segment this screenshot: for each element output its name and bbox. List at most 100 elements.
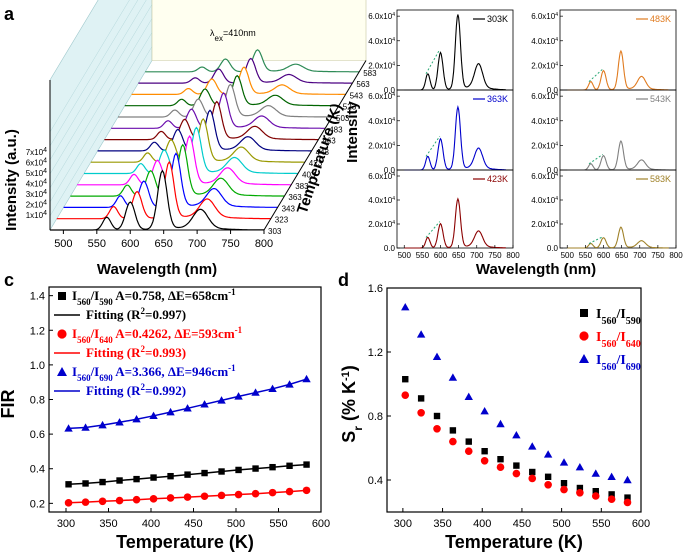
x-tick-label: 700 bbox=[188, 238, 206, 250]
data-point bbox=[218, 468, 225, 475]
x-tick-label: 300 bbox=[57, 518, 75, 530]
legend-sup: 2 bbox=[141, 344, 146, 354]
data-point bbox=[575, 463, 585, 471]
legend-series-label: I560/I590 A=0.758, ΔE=658cm-1 bbox=[72, 287, 236, 307]
peak-guide-dashed bbox=[588, 68, 604, 82]
data-point bbox=[166, 494, 175, 502]
data-point bbox=[251, 388, 260, 396]
legend-i: I bbox=[72, 288, 77, 303]
data-point bbox=[480, 457, 489, 465]
y-tick-exp: 4 bbox=[555, 220, 558, 226]
data-point bbox=[269, 463, 276, 471]
data-point bbox=[496, 419, 505, 428]
x-tick-label: 500 bbox=[398, 251, 412, 260]
x-tick-label: 650 bbox=[452, 251, 466, 260]
data-point bbox=[449, 437, 457, 446]
temperature-tick: 543 bbox=[350, 91, 364, 100]
legend-i: I bbox=[596, 307, 601, 322]
data-point bbox=[559, 458, 569, 466]
data-point bbox=[543, 450, 553, 458]
data-point bbox=[217, 491, 226, 500]
legend-marker bbox=[579, 331, 589, 341]
legend-params: A=0.758, ΔE=658cm bbox=[115, 288, 228, 303]
wall-gridline bbox=[49, 32, 153, 203]
legend-params: A=3.366, ΔE=946cm bbox=[115, 364, 228, 379]
panel-c-fir-plot: 300 350 400 450 500 550 600 0.2 0.4 0.6 0.8 1.0 1.2 1… bbox=[0, 286, 330, 552]
data-point bbox=[166, 407, 175, 416]
data-point bbox=[417, 409, 425, 417]
subplot-legend-label: 423K bbox=[487, 174, 508, 184]
data-point bbox=[132, 495, 141, 504]
y-tick-label: 4.0x104 bbox=[531, 196, 558, 205]
data-point bbox=[234, 490, 243, 499]
temperature-tick: 403 bbox=[302, 171, 316, 180]
y-tick-label: 1.6 bbox=[368, 283, 383, 295]
y-tick-label: 0.0 bbox=[547, 166, 559, 175]
temperature-tick: 363 bbox=[288, 193, 302, 202]
legend-slash: /I bbox=[615, 307, 625, 322]
subplot-spectrum-363K bbox=[404, 104, 506, 171]
legend-fit-label: Fitting (R2=0.992) bbox=[86, 382, 186, 398]
peak-guide-dashed bbox=[425, 221, 441, 238]
data-point bbox=[623, 475, 632, 484]
data-point bbox=[402, 376, 409, 383]
data-point bbox=[496, 463, 505, 472]
legend-series-label: I560/I640 A=0.4262, ΔE=593cm-1 bbox=[72, 325, 243, 345]
x-tick-label: 550 bbox=[579, 251, 593, 260]
data-point bbox=[624, 494, 631, 501]
peak-guide-dashed bbox=[588, 236, 603, 244]
y-tick-exp: 4 bbox=[43, 178, 47, 185]
y-tick-label: 2.0x104 bbox=[368, 61, 395, 70]
y-tick-exp: 4 bbox=[555, 141, 558, 147]
data-point bbox=[480, 407, 489, 415]
data-point bbox=[591, 469, 600, 477]
legend-marker bbox=[57, 329, 67, 339]
panel-c-label: c bbox=[4, 270, 14, 290]
legend-sub-a: 560 bbox=[77, 373, 91, 383]
y-tick-exp: 4 bbox=[555, 92, 558, 98]
temperature-tick: 303 bbox=[268, 227, 282, 236]
x-tick-label: 750 bbox=[651, 251, 665, 260]
data-point bbox=[150, 474, 157, 481]
x-tick-label: 750 bbox=[221, 238, 239, 250]
legend-i: I bbox=[72, 326, 77, 341]
data-point bbox=[251, 489, 260, 498]
temperature-tick: 383 bbox=[295, 182, 309, 191]
data-point bbox=[149, 495, 158, 503]
data-point bbox=[576, 489, 584, 497]
y-tick-exp: 4 bbox=[392, 172, 395, 178]
legend-sub-b: 640 bbox=[99, 335, 113, 345]
data-point bbox=[464, 392, 473, 400]
legend-sup: 2 bbox=[141, 382, 146, 392]
x-tick-label: 600 bbox=[312, 518, 330, 530]
y-tick-label: 0.4 bbox=[368, 475, 383, 487]
x-tick-label: 300 bbox=[394, 518, 412, 530]
data-point bbox=[448, 373, 458, 381]
x-tick-label: 700 bbox=[633, 251, 647, 260]
data-point bbox=[592, 488, 599, 495]
legend-marker bbox=[57, 367, 67, 376]
y-axis-title: FIR bbox=[0, 390, 18, 419]
y-tick-exp: 4 bbox=[392, 196, 395, 202]
y-tick-exp: 4 bbox=[392, 61, 395, 67]
x-tick-label: 450 bbox=[184, 518, 202, 530]
data-point bbox=[465, 438, 472, 445]
x-tick-label: 550 bbox=[416, 251, 430, 260]
data-point bbox=[81, 498, 90, 506]
subplot-frame-423K bbox=[396, 169, 514, 249]
data-point bbox=[115, 496, 124, 505]
temperature-tick: 523 bbox=[343, 103, 357, 112]
y-tick-label: 2.0x104 bbox=[531, 141, 558, 150]
legend-sub-b: 690 bbox=[626, 362, 641, 373]
data-point bbox=[285, 380, 294, 388]
y-tick-label: 6.0x104 bbox=[368, 12, 395, 21]
y-tick-exp: 4 bbox=[392, 141, 395, 147]
peak-guide-dashed bbox=[588, 154, 604, 165]
y-tick-label: 6.0x104 bbox=[368, 172, 395, 181]
panel-a-label: a bbox=[4, 4, 15, 24]
y-tick-label: 2.0x104 bbox=[368, 220, 395, 229]
legend-sub-b: 590 bbox=[626, 316, 641, 327]
y-tick-label: 6.0x104 bbox=[368, 92, 395, 101]
x-tick-label: 600 bbox=[632, 518, 650, 530]
